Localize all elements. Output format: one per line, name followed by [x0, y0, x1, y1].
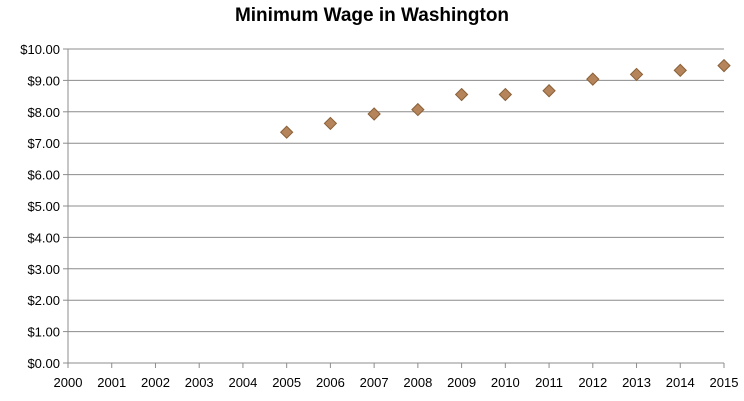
y-tick-label: $2.00: [27, 293, 60, 308]
x-tick-label: 2014: [666, 375, 695, 390]
data-point: [279, 125, 294, 139]
data-series: [279, 58, 731, 139]
y-tick-label: $5.00: [27, 199, 60, 214]
x-tick-label: 2008: [403, 375, 432, 390]
x-tick-label: 2001: [97, 375, 126, 390]
x-tick-label: 2013: [622, 375, 651, 390]
data-point: [586, 72, 600, 86]
x-tick-label: 2007: [360, 375, 389, 390]
x-tick-label: 2011: [535, 375, 563, 390]
data-point: [454, 87, 469, 102]
y-tick-label: $9.00: [27, 73, 60, 88]
y-tick-label: $10.00: [20, 42, 60, 57]
x-tick-label: 2005: [272, 375, 301, 390]
data-point: [629, 67, 644, 82]
x-tick-label: 2000: [54, 375, 83, 390]
gridlines: [68, 48, 724, 333]
x-tick-label: 2003: [185, 375, 214, 390]
data-point: [411, 102, 425, 117]
x-tick-label: 2006: [316, 375, 345, 390]
x-tick-label: 2004: [228, 375, 257, 390]
x-tick-label: 2012: [578, 375, 607, 390]
axes: [63, 48, 725, 368]
y-tick-label: $3.00: [27, 262, 60, 277]
y-tick-label: $0.00: [27, 356, 60, 371]
data-point: [323, 116, 338, 131]
data-point: [673, 63, 687, 78]
y-axis-tick-labels: $0.00 $1.00 $2.00 $3.00 $4.00 $5.00 $6.00 $7.00…: [20, 42, 60, 371]
x-axis-tick-labels: 2000 2001 2002 2003 2004 2005 2006 2007 2008 2009…: [54, 375, 739, 390]
x-tick-label: 2010: [491, 375, 520, 390]
y-tick-label: $4.00: [27, 230, 60, 245]
x-tick-label: 2009: [447, 375, 476, 390]
y-tick-label: $6.00: [27, 168, 60, 183]
data-point: [717, 58, 731, 73]
data-point: [367, 107, 381, 121]
y-tick-label: $1.00: [27, 325, 60, 340]
x-tick-label: 2015: [710, 375, 739, 390]
data-point: [498, 87, 513, 102]
y-tick-label: $7.00: [27, 136, 60, 151]
data-point: [542, 84, 556, 98]
y-tick-label: $8.00: [27, 105, 60, 120]
x-tick-label: 2002: [141, 375, 170, 390]
chart-title: Minimum Wage in Washington: [234, 5, 510, 26]
